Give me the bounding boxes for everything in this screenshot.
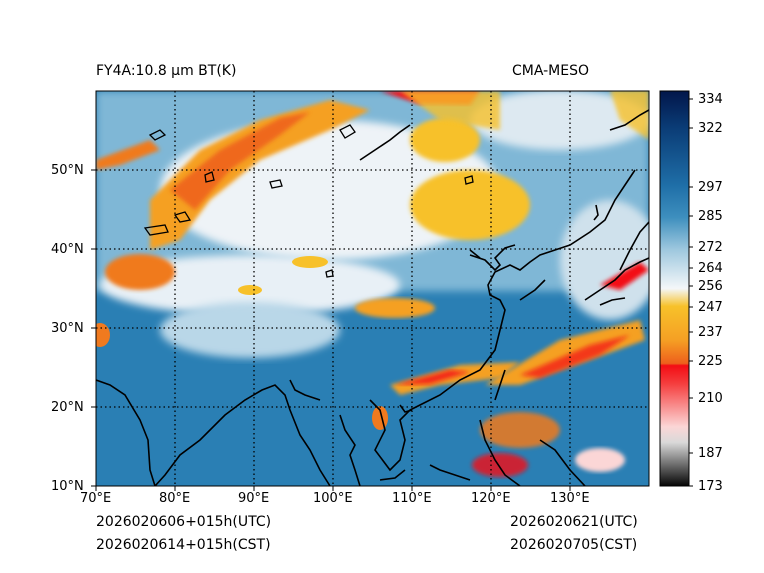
lat-tick-label: 20°N: [51, 400, 84, 415]
colorbar-tick-label: 334: [698, 92, 723, 107]
colorbar-tick-label: 256: [698, 279, 723, 294]
valid-time-utc: 2026020621(UTC): [510, 514, 638, 530]
left-title: FY4A:10.8 µm BT(K): [96, 63, 237, 79]
colorbar-tick-label: 210: [698, 391, 723, 406]
colorbar-tick-label: 322: [698, 121, 723, 136]
init-time-utc: 2026020606+015h(UTC): [96, 514, 272, 530]
lon-tick-label: 70°E: [80, 491, 112, 506]
lat-tick-label: 30°N: [51, 321, 84, 336]
colorbar-tick-label: 264: [698, 261, 723, 276]
colorbar-tick-label: 225: [698, 354, 723, 369]
coastlines: [96, 109, 649, 486]
valid-time-cst: 2026020705(CST): [510, 537, 638, 553]
graticule: [96, 91, 649, 486]
lon-tick-label: 130°E: [550, 491, 590, 506]
colorbar-tick-label: 173: [698, 479, 723, 494]
lon-tick-label: 120°E: [471, 491, 511, 506]
init-time-cst: 2026020614+015h(CST): [96, 537, 271, 553]
colorbar-tick-label: 187: [698, 446, 723, 461]
lon-tick-label: 100°E: [313, 491, 353, 506]
lon-tick-label: 80°E: [159, 491, 191, 506]
lon-tick-label: 110°E: [392, 491, 432, 506]
colorbar-tick-label: 297: [698, 180, 723, 195]
colorbar: [659, 90, 693, 487]
lat-tick-label: 40°N: [51, 242, 84, 257]
colorbar-tick-label: 272: [698, 240, 723, 255]
colorbar-tick-label: 247: [698, 300, 723, 315]
right-title: CMA-MESO: [512, 63, 590, 79]
colorbar-tick-label: 285: [698, 209, 723, 224]
lat-tick-label: 50°N: [51, 163, 84, 178]
lat-tick-label: 10°N: [51, 479, 84, 494]
colorbar-tick-label: 237: [698, 325, 723, 340]
map-frame: [95, 90, 650, 487]
brightness-temperature-image: [96, 91, 649, 486]
lon-tick-label: 90°E: [238, 491, 270, 506]
